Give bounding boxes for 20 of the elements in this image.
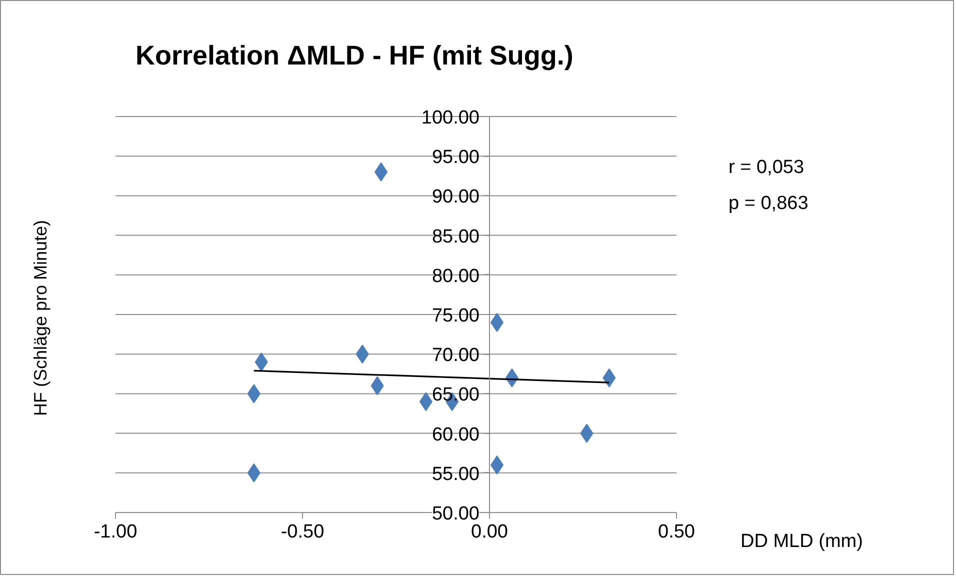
y-tick-label: 90.00 — [432, 186, 480, 208]
x-tick-label: 0.00 — [471, 522, 508, 542]
y-tick-label: 70.00 — [432, 345, 480, 366]
y-tick-label: 80.00 — [432, 266, 480, 287]
x-axis-title: DD MLD (mm) — [740, 531, 863, 552]
y-tick-label: 65.00 — [432, 384, 480, 406]
y-tick-label: 75.00 — [432, 306, 480, 326]
text: r = 0,053 — [728, 157, 804, 178]
y-tick-label: 95.00 — [432, 147, 480, 168]
x-tick-label: 0.50 — [658, 522, 695, 542]
x-tick-label: -1.00 — [94, 522, 138, 542]
y-tick-label: 85.00 — [432, 226, 480, 248]
y-tick-label: 50.00 — [432, 504, 480, 524]
y-tick-label: 60.00 — [432, 424, 480, 446]
y-tick-label: 55.00 — [432, 464, 480, 485]
y-tick-label: 100.00 — [421, 108, 480, 128]
text: p = 0,863 — [728, 193, 808, 214]
y-axis-title: HF (Schläge pro Minute) — [30, 220, 50, 416]
chart-title: Korrelation ΔMLD - HF (mit Sugg.) — [136, 40, 574, 70]
x-tick-label: -0.50 — [280, 522, 324, 542]
